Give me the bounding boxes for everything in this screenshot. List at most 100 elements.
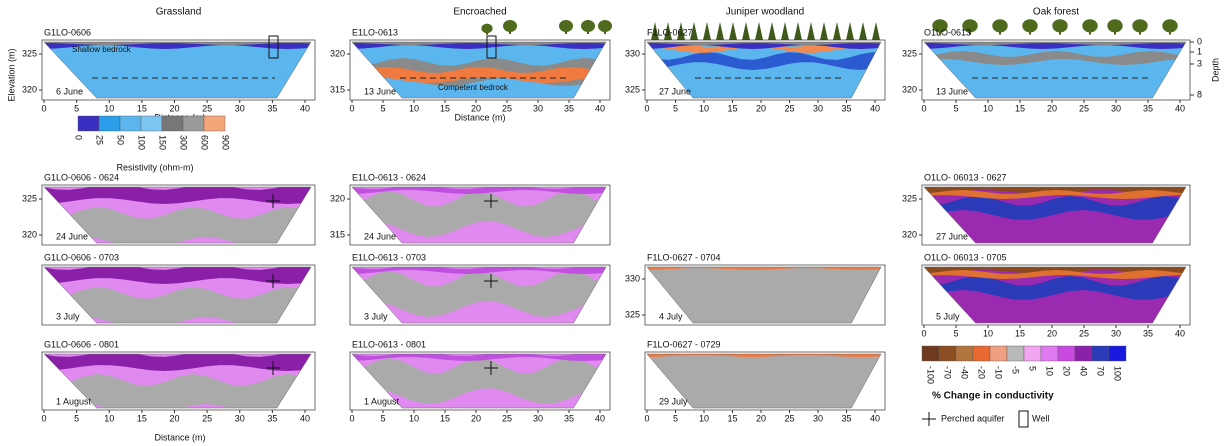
- legend-swatch: [1109, 346, 1126, 361]
- legend-tick: 100: [137, 135, 147, 150]
- x-tick-label: 15: [440, 103, 450, 113]
- legend-tick: -5: [1011, 366, 1021, 374]
- y-tick-label: 320: [22, 84, 37, 94]
- x-tick-label: 5: [673, 413, 678, 423]
- x-tick-label: 25: [1079, 103, 1089, 113]
- panel-label: E1LO-0613 - 0624: [352, 172, 426, 182]
- legend-tick: -100: [926, 366, 936, 384]
- legend-tick: -70: [943, 366, 953, 379]
- panel-label: G1LO-0606: [44, 27, 91, 37]
- x-tick-label: 35: [1143, 328, 1153, 338]
- x-tick-label: 0: [41, 413, 46, 423]
- legend-swatch: [162, 116, 183, 131]
- legend-tick: 900: [221, 135, 231, 150]
- x-tick-label: 30: [1111, 103, 1121, 113]
- panel-date: 3 July: [56, 311, 80, 321]
- panel-label: E1LO-0613 - 0801: [352, 339, 426, 349]
- tree: [768, 22, 776, 40]
- legend-tick: 5: [1028, 366, 1038, 371]
- x-tick-label: 5: [380, 103, 385, 113]
- x-tick-label: 20: [756, 413, 766, 423]
- column-title: Grassland: [156, 7, 202, 18]
- panel-label: F1LO-0627 - 0704: [647, 252, 721, 262]
- x-tick-label: 30: [533, 103, 543, 113]
- tree-crown: [581, 20, 595, 32]
- x-tick-label: 35: [564, 103, 574, 113]
- y-tick-label: 315: [330, 84, 345, 94]
- legend-tick: 20: [1062, 366, 1072, 376]
- x-tick-label: 40: [870, 413, 880, 423]
- legend-tick: 25: [95, 135, 105, 145]
- legend-swatch: [939, 346, 956, 361]
- x-tick-label: 30: [813, 103, 823, 113]
- depth-tick-label: 3: [1197, 58, 1202, 68]
- x-tick-label: 15: [727, 103, 737, 113]
- x-tick-label: 5: [673, 103, 678, 113]
- tree: [703, 22, 711, 40]
- legend-title: % Change in conductivity: [932, 391, 1054, 402]
- tree-crown: [559, 20, 573, 32]
- panel-date: 27 June: [936, 231, 968, 241]
- y-tick-label: 325: [625, 309, 640, 319]
- legend-tick: 150: [158, 135, 168, 150]
- tree-crown: [1052, 19, 1067, 32]
- tree-crown: [503, 20, 517, 32]
- y-tick-label: 325: [902, 193, 917, 203]
- legend-label: Perched aquifer: [941, 413, 1005, 423]
- x-tick-label: 20: [756, 103, 766, 113]
- legend-swatch: [922, 346, 939, 361]
- x-tick-label: 40: [595, 103, 605, 113]
- legend-tick: 40: [1079, 366, 1089, 376]
- panel-label: O1LO- 06013 - 0705: [924, 252, 1007, 262]
- tree: [820, 22, 828, 40]
- x-tick-label: 15: [1015, 328, 1025, 338]
- column-title: Oak forest: [1033, 7, 1079, 18]
- y-tick-label: 325: [902, 48, 917, 58]
- x-tick-label: 0: [41, 103, 46, 113]
- panel-label: E1LO-0613 - 0703: [352, 252, 426, 262]
- panel-date: 1 August: [56, 396, 92, 406]
- y-tick-label: 320: [902, 84, 917, 94]
- x-tick-label: 35: [1143, 103, 1153, 113]
- tree-crown: [1082, 19, 1097, 32]
- x-tick-label: 15: [137, 103, 147, 113]
- annotation: Shallow bedrock: [72, 45, 132, 54]
- x-tick-label: 5: [74, 413, 79, 423]
- legend-tick: 600: [200, 135, 210, 150]
- panel-label: F1LO-0627 - 0729: [647, 339, 721, 349]
- x-tick-label: 30: [235, 413, 245, 423]
- x-tick-label: 15: [440, 413, 450, 423]
- x-tick-label: 10: [104, 413, 114, 423]
- panel-label: G1LO-0606 - 0703: [44, 252, 119, 262]
- legend-swatch: [990, 346, 1007, 361]
- x-tick-label: 20: [169, 413, 179, 423]
- x-tick-label: 0: [644, 413, 649, 423]
- band: [42, 374, 315, 416]
- y-tick-label: 320: [330, 48, 345, 58]
- panel-label: F1LO-0627: [647, 27, 693, 37]
- tree-crown: [1162, 19, 1177, 32]
- tree-crown: [598, 20, 612, 32]
- panel-date: 27 June: [659, 86, 691, 96]
- x-tick-label: 5: [953, 328, 958, 338]
- panel-label: E1LO-0613: [352, 27, 398, 37]
- x-tick-label: 10: [409, 413, 419, 423]
- figure: GrasslandEncroachedJuniper woodlandOak f…: [0, 0, 1232, 446]
- legend-tick: -10: [994, 366, 1004, 379]
- legend-swatch: [1058, 346, 1075, 361]
- legend-title: Resistivity (ohm-m): [116, 162, 193, 172]
- tree: [716, 22, 724, 40]
- panel-date: 24 June: [56, 231, 88, 241]
- tree: [833, 22, 841, 40]
- tree: [794, 22, 802, 40]
- y-tick-label: 325: [22, 193, 37, 203]
- x-tick-label: 35: [564, 413, 574, 423]
- panel-date: 29 July: [659, 396, 688, 406]
- x-tick-label: 40: [870, 103, 880, 113]
- x-tick-label: 25: [202, 413, 212, 423]
- x-tick-label: 10: [409, 103, 419, 113]
- x-tick-label: 15: [1015, 103, 1025, 113]
- aquifer-symbol: [922, 412, 936, 426]
- panel-date: 13 June: [936, 86, 968, 96]
- tree-crown: [481, 24, 492, 34]
